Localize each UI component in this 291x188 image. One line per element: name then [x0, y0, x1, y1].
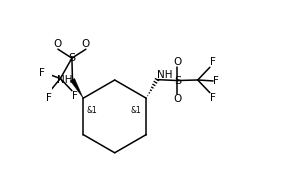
Text: S: S	[68, 53, 75, 63]
Text: &1: &1	[86, 106, 97, 115]
Text: O: O	[82, 39, 90, 49]
Text: O: O	[173, 94, 182, 104]
Text: F: F	[46, 92, 52, 102]
Text: F: F	[213, 76, 219, 86]
Text: &1: &1	[131, 106, 141, 115]
Text: O: O	[173, 57, 182, 67]
Text: F: F	[210, 57, 216, 67]
Text: NH: NH	[157, 70, 173, 80]
Text: F: F	[72, 91, 78, 101]
Text: S: S	[174, 76, 181, 86]
Text: F: F	[39, 68, 45, 78]
Text: O: O	[54, 39, 62, 49]
Polygon shape	[70, 78, 83, 98]
Text: F: F	[210, 93, 216, 103]
Text: NH: NH	[57, 75, 72, 85]
